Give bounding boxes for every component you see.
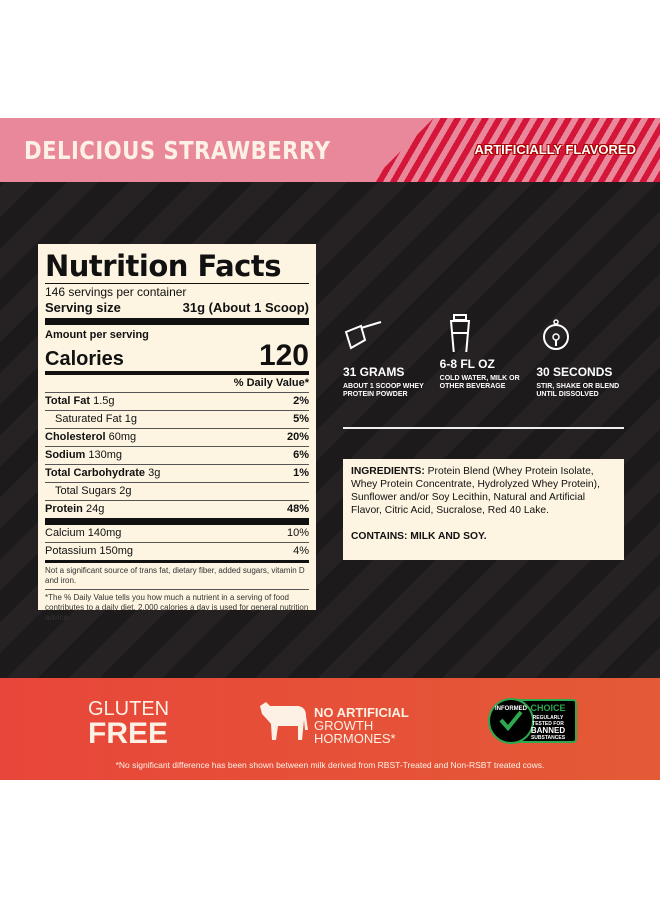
- nutrition-facts-label: Nutrition Facts 146 servings per contain…: [38, 244, 316, 622]
- direction-scoop: 31 GRAMS ABOUT 1 SCOOP WHEY PROTEIN POWD…: [343, 318, 440, 399]
- nutrient-label: Cholesterol: [45, 431, 106, 443]
- nutrient-row: Protein 24g 48%: [45, 500, 309, 518]
- nutrient-label: Saturated Fat: [55, 413, 122, 425]
- nutrient-row: Cholesterol 60mg 20%: [45, 428, 309, 446]
- ingredients-text: INGREDIENTS: Protein Blend (Whey Protein…: [351, 465, 616, 517]
- nutrient-row: Saturated Fat 1g 5%: [45, 410, 309, 428]
- nutrient-name: Total Carbohydrate 3g: [45, 465, 160, 482]
- gluten-text: GLUTEN: [88, 698, 170, 720]
- nutrient-row: Sodium 130mg 6%: [45, 446, 309, 464]
- servings: 146 servings per container: [45, 283, 309, 299]
- ic-ring-text: INFORMED: [495, 706, 528, 712]
- direction-sub: ABOUT 1 SCOOP WHEY PROTEIN POWDER: [343, 383, 424, 398]
- serving-size-value: 31g (About 1 Scoop): [182, 300, 309, 315]
- nutrition-title: Nutrition Facts: [45, 249, 281, 283]
- nutrient-label: Total Sugars: [55, 485, 117, 497]
- nutrient-name: Protein 24g: [45, 501, 104, 518]
- allergens: CONTAINS: MILK AND SOY.: [351, 531, 487, 542]
- flavor-name: DELICIOUS STRAWBERRY: [24, 136, 331, 165]
- informed-choice-logo: INFORMED CHOICE REGULARLY TESTED FOR BAN…: [488, 698, 577, 744]
- no-hormones-badge: NO ARTIFICIAL GROWTH HORMONES*: [314, 706, 409, 745]
- ic-sub: REGULARLY: [533, 715, 564, 721]
- nutrient-amount: 1.5g: [93, 395, 115, 407]
- nah-line2: GROWTH: [314, 718, 374, 733]
- note-daily-value: *The % Daily Value tells you how much a …: [45, 589, 309, 626]
- ic-sub: SUBSTANCES: [531, 735, 566, 741]
- nutrient-label: Total Carbohydrate: [45, 467, 146, 479]
- nutrient-name: Total Sugars 2g: [45, 483, 131, 500]
- nutrient-name: Saturated Fat 1g: [45, 411, 137, 428]
- footnote: *No significant difference has been show…: [115, 760, 545, 770]
- ingredients-list: Protein Blend (Whey Protein Isolate, Whe…: [351, 466, 600, 516]
- flavor-note: ARTIFICIALLY FLAVORED: [474, 142, 636, 157]
- nutrient-amount: 1g: [124, 413, 137, 425]
- direction-sub: STIR, SHAKE OR BLEND UNTIL DISSOLVED: [536, 383, 620, 398]
- ic-choice: CHOICE: [530, 703, 565, 713]
- nutrient-amount: 24g: [85, 503, 105, 515]
- mineral-dv: 4%: [293, 545, 309, 557]
- nutrient-amount: 130mg: [88, 449, 123, 461]
- nutrient-row: Total Carbohydrate 3g 1%: [45, 464, 309, 482]
- nutrient-dv: 20%: [286, 431, 309, 443]
- certifications-band: GLUTEN FREE NO ARTIFICIAL GROWTH HORMONE…: [0, 678, 660, 780]
- nutrient-name: Sodium 130mg: [45, 447, 122, 464]
- informed-choice-badge: INFORMED CHOICE REGULARLY TESTED FOR BAN…: [488, 698, 580, 749]
- nutrient-dv: 48%: [286, 503, 309, 515]
- amount-per-serving: Amount per serving: [45, 329, 149, 341]
- ic-sub: BANNED: [531, 726, 565, 735]
- direction-stopwatch: 30 SECONDS STIR, SHAKE OR BLEND UNTIL DI…: [536, 318, 633, 399]
- ingredients-label: INGREDIENTS:: [351, 466, 425, 477]
- calories-label: Calories: [45, 348, 124, 370]
- serving-size-row: Serving size 31g (About 1 Scoop): [45, 299, 309, 325]
- mineral-row: Calcium 140mg 10%: [45, 525, 309, 542]
- nutrient-label: Sodium: [45, 449, 86, 461]
- note-not-significant: Not a significant source of trans fat, d…: [45, 560, 309, 589]
- mineral-name: Calcium 140mg: [45, 527, 122, 539]
- scoop-icon: [344, 321, 382, 350]
- free-text: FREE: [88, 717, 169, 750]
- nutrient-dv: 1%: [293, 467, 309, 479]
- nutrient-label: Total Fat: [45, 395, 91, 407]
- cow-icon: [260, 702, 308, 740]
- nah-line1: NO ARTIFICIAL: [314, 705, 409, 720]
- nutrient-row: Total Fat 1.5g 2%: [45, 392, 309, 410]
- nutrient-amount: 60mg: [108, 431, 137, 443]
- mineral-dv: 10%: [286, 527, 309, 539]
- mineral-row: Potassium 150mg 4%: [45, 542, 309, 560]
- nutrient-row: Total Sugars 2g: [45, 482, 309, 500]
- nutrient-amount: 2g: [119, 485, 132, 497]
- mineral-name: Potassium 150mg: [45, 545, 134, 557]
- ingredients-box: INGREDIENTS: Protein Blend (Whey Protein…: [343, 459, 624, 560]
- calories-value: 120: [258, 339, 309, 372]
- nutrient-name: Cholesterol 60mg: [45, 429, 136, 446]
- nutrient-name: Total Fat 1.5g: [45, 393, 115, 410]
- flavor-banner: DELICIOUS STRAWBERRY ARTIFICIALLY FLAVOR…: [0, 118, 660, 182]
- direction-title: 6-8 FL OZ: [439, 357, 495, 371]
- direction-title: 31 GRAMS: [343, 365, 405, 379]
- nah-line3: HORMONES*: [314, 731, 396, 746]
- nutrient-dv: 5%: [293, 413, 309, 425]
- ic-sub: TESTED FOR: [532, 721, 564, 727]
- nutrient-dv: 6%: [293, 449, 309, 461]
- dv-header: % Daily Value*: [233, 377, 309, 389]
- direction-title: 30 SECONDS: [536, 365, 613, 379]
- calories-row: Calories 120: [45, 341, 309, 375]
- gluten-free-badge: GLUTEN FREE: [88, 698, 170, 750]
- nutrient-dv: 2%: [293, 395, 309, 407]
- direction-sub: COLD WATER, MILK OR OTHER BEVERAGE: [439, 375, 520, 390]
- nutrient-amount: 3g: [148, 467, 161, 479]
- nutrient-label: Protein: [45, 503, 83, 515]
- shaker-icon: [449, 314, 470, 356]
- directions: 31 GRAMS ABOUT 1 SCOOP WHEY PROTEIN POWD…: [343, 314, 633, 399]
- stopwatch-icon: [543, 319, 570, 350]
- divider: [343, 427, 624, 429]
- direction-shaker: 6-8 FL OZ COLD WATER, MILK OR OTHER BEVE…: [439, 314, 537, 399]
- serving-size-label: Serving size: [45, 300, 121, 315]
